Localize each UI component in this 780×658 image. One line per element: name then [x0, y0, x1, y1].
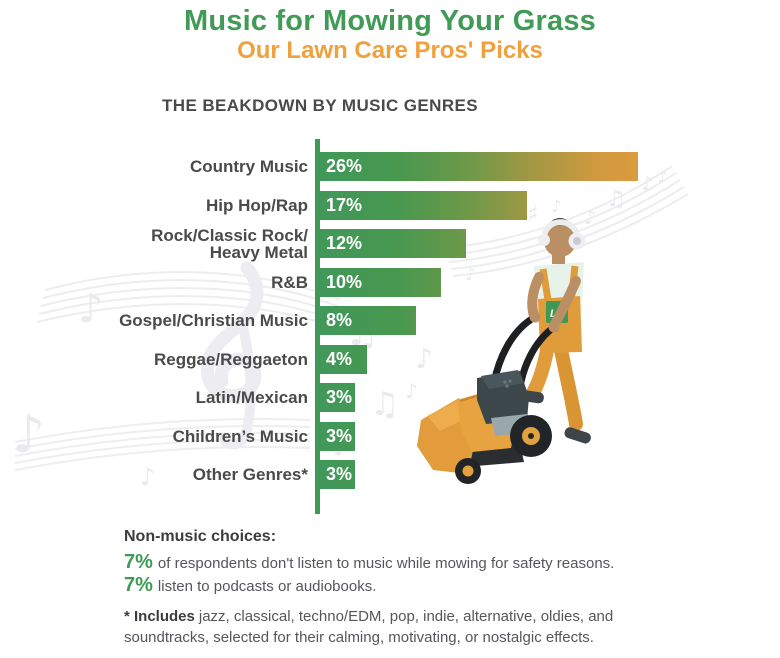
pct-value: 7%: [124, 574, 153, 596]
bar-value: 17%: [326, 195, 363, 215]
bar-value: 3%: [326, 464, 353, 484]
bar-label: Gospel/Christian Music: [119, 311, 308, 330]
bar: 8%: [318, 306, 416, 335]
bar-label: Reggae/Reggaeton: [154, 350, 308, 369]
bar-label: Hip Hop/Rap: [206, 196, 308, 215]
bar: 3%: [318, 460, 355, 489]
line-text: listen to podcasts or audiobooks.: [157, 578, 377, 595]
bar-value: 3%: [326, 426, 353, 446]
bar-value: 3%: [326, 387, 353, 407]
bar-value: 26%: [326, 156, 363, 176]
footnote: * Includes jazz, classical, techno/EDM, p…: [124, 606, 624, 648]
bar: 3%: [318, 422, 355, 451]
page-title: Music for Mowing Your Grass: [184, 5, 596, 37]
chart-title: THE BEAKDOWN BY MUSIC GENRES: [162, 96, 478, 115]
bar-value: 4%: [326, 349, 353, 369]
non-music-heading: Non-music choices:: [124, 528, 277, 545]
bar: 3%: [318, 383, 355, 412]
non-music-line-2: 7% listen to podcasts or audiobooks.: [124, 574, 376, 598]
bar-label: Rock/Classic Rock/ Heavy Metal: [151, 225, 308, 262]
bar: 10%: [318, 268, 441, 297]
bar: 17%: [318, 191, 527, 220]
bar: 4%: [318, 345, 367, 374]
bar-label: Children’s Music: [172, 427, 308, 446]
bar-label: Other Genres*: [192, 465, 308, 484]
non-music-line-1: 7% of respondents don't listen to music w…: [124, 551, 614, 575]
bar-label: R&B: [271, 273, 308, 292]
page-subtitle: Our Lawn Care Pros' Picks: [237, 37, 543, 64]
bar: 12%: [318, 229, 466, 258]
line-text: of respondents don't listen to music whi…: [157, 555, 615, 572]
footnote-text-2: soundtracks, selected for their calming,…: [124, 629, 594, 646]
pct-value: 7%: [124, 551, 153, 573]
footnote-lead: * Includes: [124, 608, 195, 625]
bar-value: 12%: [326, 233, 363, 253]
bar-label: Latin/Mexican: [195, 388, 308, 407]
bar-value: 8%: [326, 310, 353, 330]
bar-label: Country Music: [189, 157, 308, 176]
bar: 26%: [318, 152, 638, 181]
bar-value: 10%: [326, 272, 363, 292]
footnote-text-1: jazz, classical, techno/EDM, pop, indie,…: [198, 608, 614, 625]
